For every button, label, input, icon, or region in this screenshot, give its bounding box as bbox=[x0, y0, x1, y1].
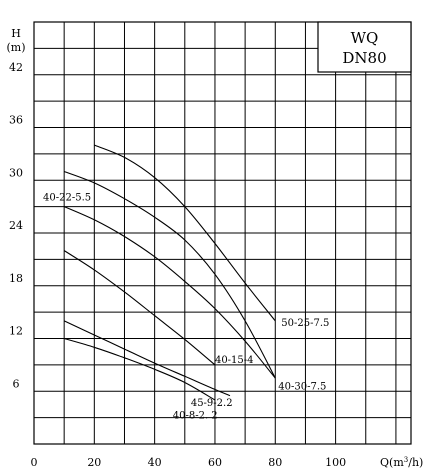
y-tick-label: 42 bbox=[9, 61, 23, 74]
curve-labels: 50-25-7.5 40-30-7.5 40-22-5.5 40-15-4 45-9-2… bbox=[43, 192, 329, 421]
y-tick-label: 36 bbox=[9, 114, 23, 127]
curve-40-8-2-2 bbox=[64, 337, 216, 401]
curve-50-25-7-5 bbox=[94, 144, 276, 322]
curve-label: 40-8-2. 2 bbox=[173, 411, 218, 422]
x-tick-label: 0 bbox=[31, 456, 38, 469]
x-axis-label-unit-superscript: 3 bbox=[404, 456, 408, 464]
x-axis-label: Q(m3/h) bbox=[380, 456, 423, 469]
title-box bbox=[317, 21, 412, 73]
chart-title-line-2: DN80 bbox=[342, 49, 386, 67]
x-axis-label-unit-end: /h) bbox=[408, 456, 423, 469]
grid-lines bbox=[34, 22, 411, 444]
x-tick-label: 100 bbox=[325, 456, 346, 469]
curve-40-30-7-5 bbox=[64, 170, 276, 379]
y-axis-label-line-2: (m) bbox=[6, 41, 25, 54]
chart-title-line-1: WQ bbox=[351, 29, 379, 47]
curve-40-15-4 bbox=[63, 250, 216, 366]
x-axis-label-symbol: Q bbox=[380, 456, 389, 469]
curve-label: 40-30-7.5 bbox=[278, 381, 326, 392]
y-axis-label-line-1: H bbox=[11, 27, 21, 40]
y-tick-label: 6 bbox=[13, 377, 20, 390]
y-tick-label: 18 bbox=[9, 272, 23, 285]
x-axis-label-unit-start: (m bbox=[389, 456, 404, 469]
x-tick-label: 40 bbox=[148, 456, 162, 469]
curve-label: 45-9-2.2 bbox=[191, 398, 233, 409]
y-tick-labels: 6 12 18 24 30 36 42 bbox=[9, 61, 23, 391]
x-tick-label: 20 bbox=[87, 456, 101, 469]
y-tick-label: 24 bbox=[9, 219, 23, 232]
curve-45-9-2-2 bbox=[63, 320, 231, 397]
curve-label: 40-15-4 bbox=[215, 355, 254, 366]
curve-label: 50-25-7.5 bbox=[281, 318, 329, 329]
curve-label: 40-22-5.5 bbox=[43, 192, 91, 203]
x-tick-label: 80 bbox=[268, 456, 282, 469]
curve-40-22-5-5 bbox=[63, 206, 276, 379]
y-tick-label: 12 bbox=[9, 325, 23, 338]
performance-curves bbox=[63, 144, 276, 401]
x-tick-label: 60 bbox=[208, 456, 222, 469]
x-tick-labels: 0 20 40 60 80 100 bbox=[31, 456, 347, 469]
y-tick-label: 30 bbox=[9, 166, 23, 179]
